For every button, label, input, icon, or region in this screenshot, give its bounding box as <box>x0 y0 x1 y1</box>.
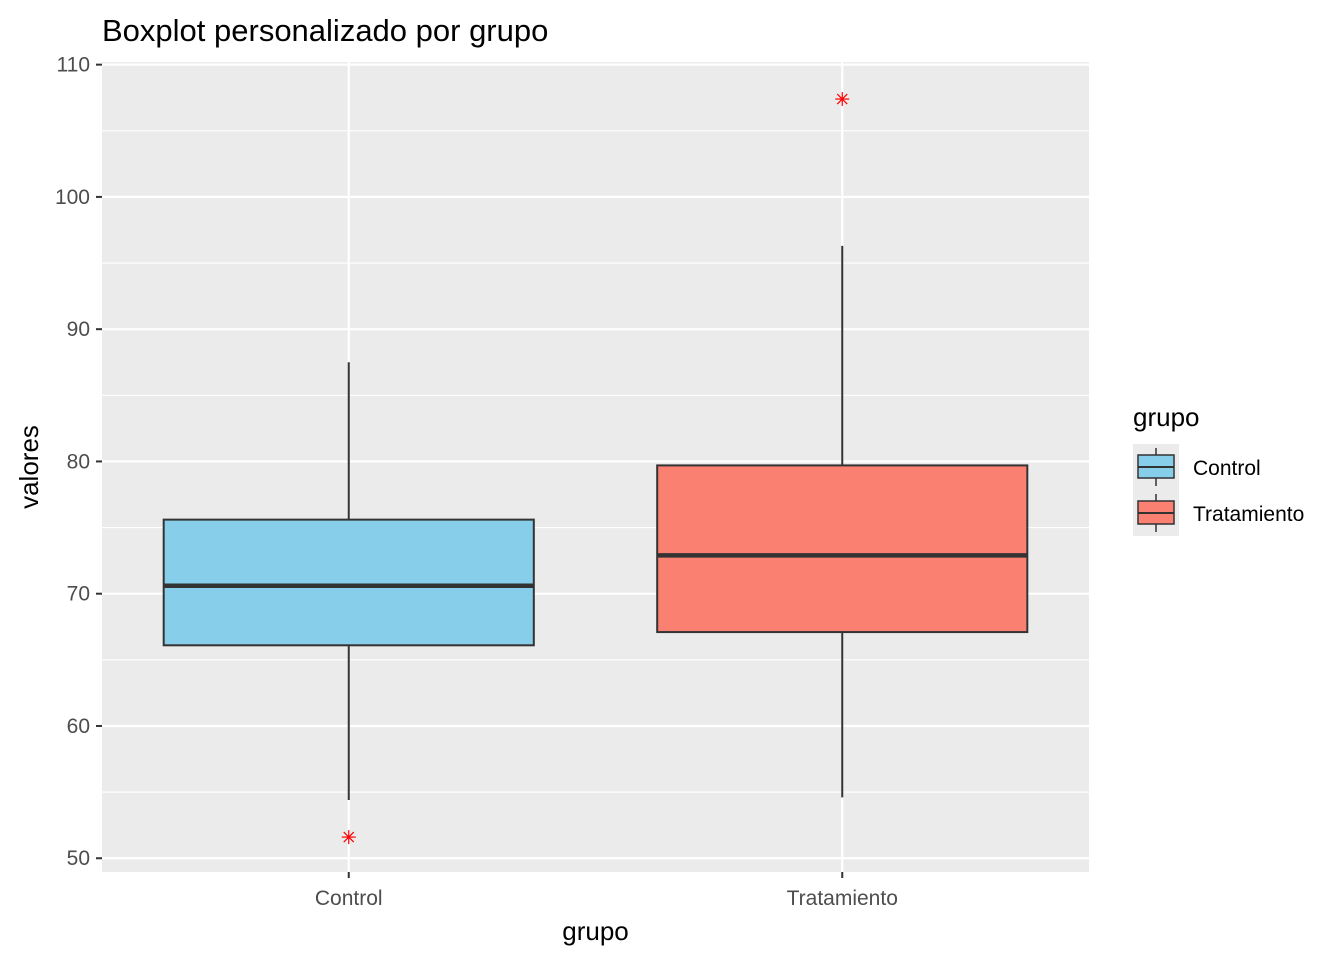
chart-title: Boxplot personalizado por grupo <box>102 13 548 48</box>
y-tick-label: 80 <box>67 450 90 473</box>
y-tick-label: 70 <box>67 583 90 606</box>
y-tick-label: 90 <box>67 318 90 341</box>
y-tick-label: 110 <box>57 54 90 77</box>
box-control <box>162 518 535 647</box>
y-axis-label: valores <box>14 425 44 509</box>
x-tick-label: Tratamiento <box>787 887 898 910</box>
y-tick-label: 50 <box>67 847 90 870</box>
legend-label: Tratamiento <box>1193 503 1304 526</box>
y-tick-label: 100 <box>55 186 90 209</box>
x-axis-label: grupo <box>562 916 629 946</box>
outlier-point <box>835 92 850 107</box>
legend-label: Control <box>1193 457 1261 480</box>
y-tick-label: 60 <box>67 715 90 738</box>
legend-title: grupo <box>1133 402 1200 432</box>
box-tratamiento <box>656 464 1029 634</box>
x-tick-label: Control <box>315 887 383 910</box>
outlier-point <box>341 830 356 845</box>
